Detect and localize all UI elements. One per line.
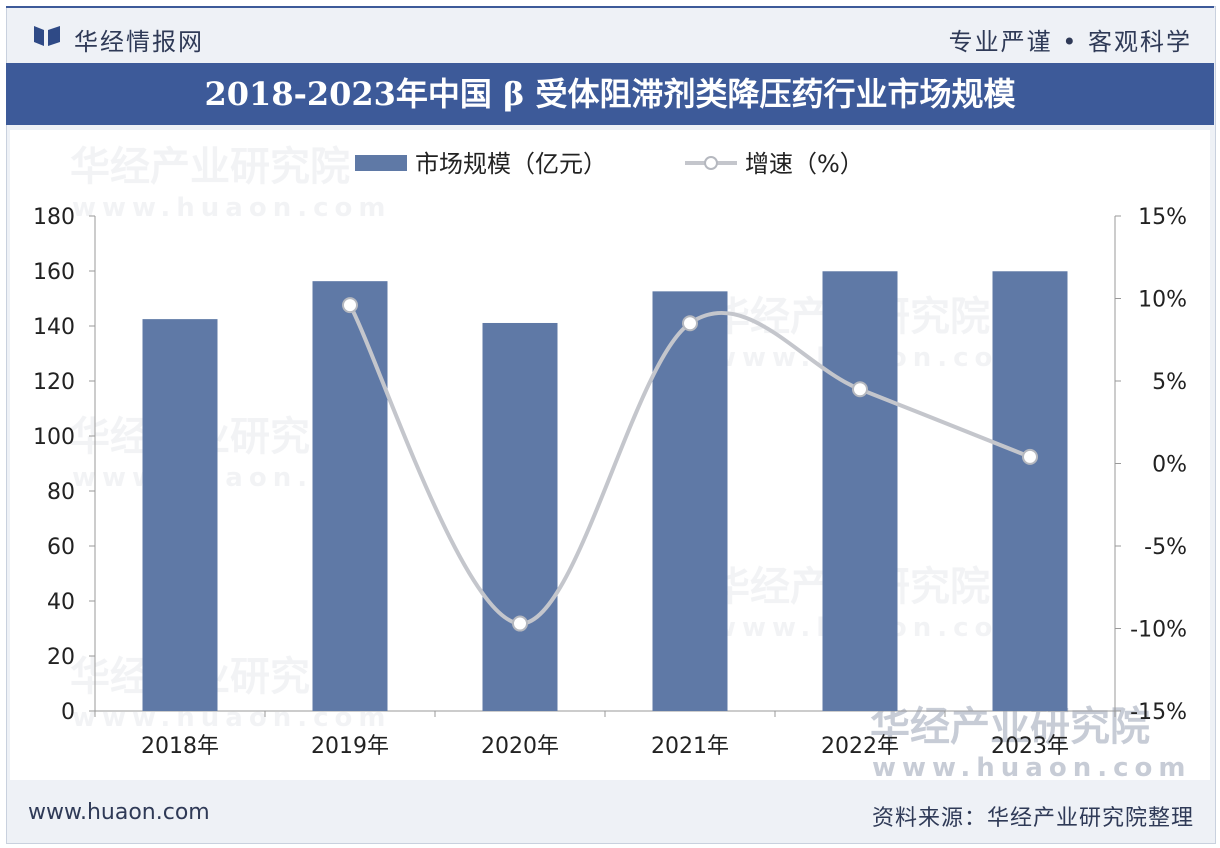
growth-point-2: [682, 315, 698, 332]
x-tick-label: 2022年: [821, 734, 899, 759]
legend: 市场规模（亿元） 增速（%）: [355, 150, 864, 178]
y-right-tick-label: 15%: [1138, 205, 1187, 230]
x-tick-label: 2018年: [141, 734, 219, 759]
bar-2023年: [992, 271, 1068, 711]
y-right-tick-label: 0%: [1152, 453, 1187, 478]
growth-line-path: [348, 304, 1031, 626]
y-right-tick-label: 10%: [1138, 288, 1187, 313]
brand-name: 华经情报网: [74, 28, 204, 56]
y-left-tick-label: 0: [61, 700, 75, 725]
slogan: 专业严谨 • 客观科学: [948, 28, 1192, 56]
legend-marker: [704, 156, 718, 170]
x-tick-label: 2019年: [311, 734, 389, 759]
y-left-tick-label: 40: [47, 590, 75, 615]
chart-area: 华经产业研究院www.huaon.com华经产业研究院www.huaon.com…: [10, 130, 1210, 783]
watermark-url: www.huaon.com: [872, 753, 1191, 780]
x-tick-label: 2020年: [481, 734, 559, 759]
growth-line: [342, 297, 1038, 632]
y-left-tick-label: 180: [33, 205, 75, 230]
x-tick-label: 2021年: [651, 734, 729, 759]
chart-title: 2018-2023年中国 β 受体阻滞剂类降压药行业市场规模: [204, 75, 1016, 113]
watermark-text: 华经产业研究院: [870, 704, 1150, 750]
growth-point-0: [342, 297, 358, 314]
brand-logo-icon: [34, 26, 60, 46]
y-left-tick-label: 60: [47, 535, 75, 560]
legend-label-bar: 市场规模（亿元）: [415, 150, 607, 178]
top-accent-line: [6, 6, 1214, 8]
growth-point-4: [1022, 448, 1038, 465]
axes: 0 20 40 60 80 100 120 140 160 180 -15% -10% -5% 0% 5% 1…: [33, 205, 1187, 725]
x-axis-labels: 2018年 2019年 2020年 2021年 2022年 2023年: [141, 734, 1069, 759]
bar-2021年: [652, 291, 728, 711]
footer-source: 资料来源：华经产业研究院整理: [871, 806, 1194, 831]
header: 华经情报网 专业严谨 • 客观科学: [20, 14, 1200, 56]
bars: [142, 271, 1068, 711]
legend-swatch-bar: [355, 155, 407, 171]
bar-2020年: [482, 322, 558, 711]
footer: www.huaon.com 资料来源：华经产业研究院整理: [6, 790, 1214, 840]
footer-website[interactable]: www.huaon.com: [28, 800, 210, 825]
y-right-tick-label: -10%: [1130, 618, 1187, 643]
y-right-tick-label: -15%: [1130, 700, 1187, 725]
bar-2018年: [142, 319, 218, 711]
y-left-tick-label: 160: [33, 260, 75, 285]
y-left-tick-label: 120: [33, 370, 75, 395]
bar-2022年: [822, 271, 898, 711]
y-left-tick-label: 80: [47, 480, 75, 505]
growth-point-3: [852, 381, 868, 398]
y-left-tick-label: 140: [33, 315, 75, 340]
title-bar: 2018-2023年中国 β 受体阻滞剂类降压药行业市场规模: [6, 63, 1214, 125]
x-tick-label: 2023年: [991, 734, 1069, 759]
growth-point-1: [512, 615, 528, 632]
y-left-tick-label: 100: [33, 425, 75, 450]
y-right-tick-label: -5%: [1144, 535, 1187, 560]
y-left-tick-label: 20: [47, 645, 75, 670]
y-right-tick-label: 5%: [1152, 370, 1187, 395]
bar-2019年: [312, 281, 388, 711]
watermark-url: www.huaon.com: [72, 193, 391, 223]
watermark-text: 华经产业研究院: [70, 144, 350, 190]
chart-svg: 华经产业研究院www.huaon.com华经产业研究院www.huaon.com…: [33, 144, 1191, 783]
legend-label-line: 增速（%）: [745, 150, 864, 178]
